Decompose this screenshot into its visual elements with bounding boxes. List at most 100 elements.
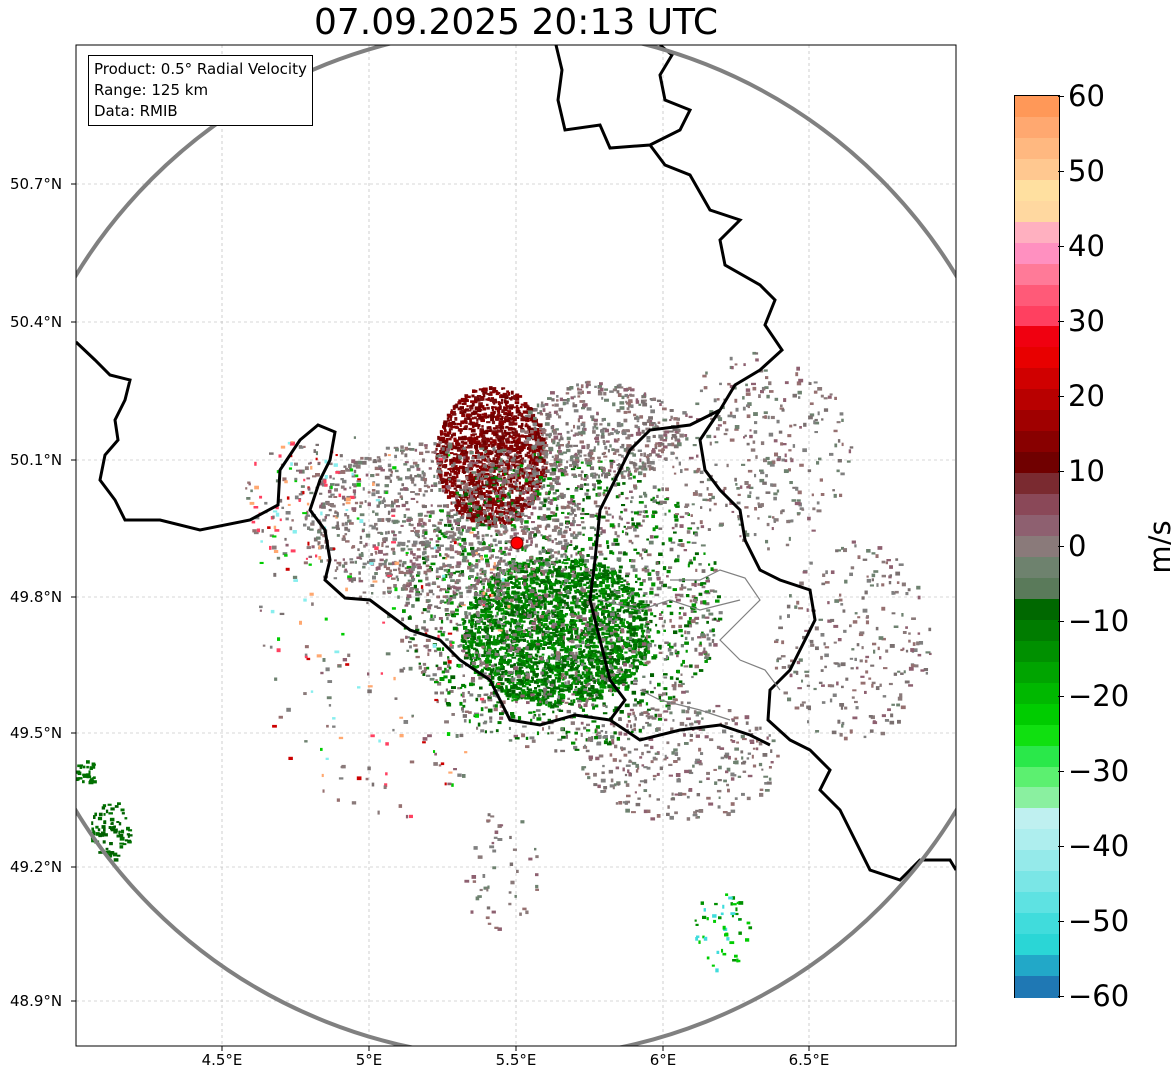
- echo-cell: [462, 441, 468, 445]
- echo-cell: [574, 580, 580, 584]
- echo-cell: [475, 697, 479, 702]
- echo-cell: [631, 559, 636, 563]
- echo-cell: [584, 689, 589, 692]
- echo-cell: [460, 686, 463, 689]
- echo-cell: [546, 571, 550, 576]
- echo-cell: [607, 576, 612, 580]
- echo-cell: [540, 624, 543, 627]
- echo-cell: [416, 574, 420, 577]
- echo-cell: [548, 646, 554, 650]
- echo-cell: [585, 495, 591, 500]
- echo-cell: [421, 670, 427, 674]
- echo-cell: [674, 504, 678, 507]
- echo-cell: [533, 559, 537, 564]
- echo-cell: [636, 603, 640, 608]
- echo-cell: [437, 436, 442, 440]
- echo-cell: [560, 644, 565, 649]
- echo-cell: [531, 467, 534, 472]
- echo-cell: [576, 673, 581, 677]
- echo-cell: [572, 598, 575, 602]
- echo-cell: [561, 682, 565, 685]
- echo-cell: [601, 677, 606, 682]
- echo-cell: [510, 611, 514, 615]
- echo-cell: [515, 439, 519, 444]
- echo-cell: [446, 417, 450, 420]
- echo-cell: [434, 691, 439, 695]
- echo-cell: [444, 601, 447, 604]
- echo-cell: [570, 721, 575, 725]
- echo-cell: [588, 546, 594, 550]
- echo-cell: [564, 554, 568, 559]
- echo-cell: [605, 629, 611, 632]
- echo-cell: [475, 464, 480, 468]
- echo-cell: [478, 469, 483, 473]
- echo-cell: [639, 625, 644, 628]
- echo-cell: [570, 563, 573, 567]
- echo-cell: [526, 610, 531, 613]
- echo-cell: [472, 437, 476, 441]
- echo-cell: [521, 457, 525, 461]
- echo-cell: [646, 635, 651, 639]
- echo-cell: [554, 654, 557, 658]
- echo-cell: [508, 495, 511, 499]
- echo-cell: [515, 633, 521, 637]
- echo-cell: [503, 461, 506, 464]
- echo-cell: [495, 418, 499, 421]
- echo-cell: [552, 512, 558, 517]
- echo-cell: [687, 620, 692, 625]
- echo-cell: [455, 622, 459, 625]
- echo-cell: [679, 524, 684, 528]
- echo-cell: [558, 672, 563, 676]
- echo-cell: [454, 504, 459, 507]
- echo-cell: [541, 611, 545, 615]
- echo-cell: [588, 570, 594, 575]
- echo-cell: [524, 487, 527, 490]
- echo-cell: [609, 459, 614, 463]
- echo-cell: [598, 583, 603, 588]
- echo-cell: [498, 429, 504, 433]
- echo-cell: [450, 675, 456, 680]
- echo-cell: [565, 684, 570, 689]
- echo-cell: [466, 405, 469, 408]
- echo-cell: [575, 583, 579, 588]
- echo-cell: [439, 691, 445, 695]
- echo-cell: [579, 637, 585, 640]
- echo-cell: [547, 639, 551, 642]
- echo-cell: [495, 449, 498, 453]
- echo-cell: [566, 637, 571, 640]
- echo-cell: [563, 601, 569, 606]
- echo-cell: [451, 444, 455, 448]
- echo-cell: [502, 658, 506, 662]
- echo-cell: [511, 528, 517, 531]
- echo-cell: [501, 416, 504, 420]
- echo-cell: [494, 454, 499, 458]
- echo-cell: [499, 704, 503, 708]
- echo-cell: [525, 562, 531, 566]
- echo-cell: [554, 673, 559, 677]
- echo-cell: [522, 629, 526, 633]
- echo-cell: [560, 660, 563, 664]
- echo-cell: [545, 575, 549, 579]
- echo-cell: [489, 391, 493, 395]
- echo-cell: [538, 595, 542, 599]
- echo-cell: [595, 733, 599, 738]
- echo-cell: [689, 664, 693, 668]
- echo-cell: [507, 427, 512, 430]
- echo-cell: [589, 619, 593, 623]
- echo-cell: [491, 628, 494, 632]
- echo-cell: [489, 441, 493, 445]
- echo-cell: [452, 571, 456, 575]
- echo-cell: [486, 642, 491, 646]
- echo-cell: [469, 642, 474, 647]
- echo-cell: [496, 516, 501, 520]
- echo-cell: [570, 633, 574, 638]
- echo-cell: [613, 628, 618, 632]
- echo-cell: [484, 454, 487, 457]
- echo-cell: [477, 495, 481, 498]
- echo-cell: [499, 521, 502, 525]
- echo-cell: [550, 731, 554, 735]
- echo-cell: [512, 633, 517, 637]
- echo-cell: [591, 629, 596, 633]
- echo-cell: [499, 546, 503, 551]
- echo-cell: [453, 437, 457, 441]
